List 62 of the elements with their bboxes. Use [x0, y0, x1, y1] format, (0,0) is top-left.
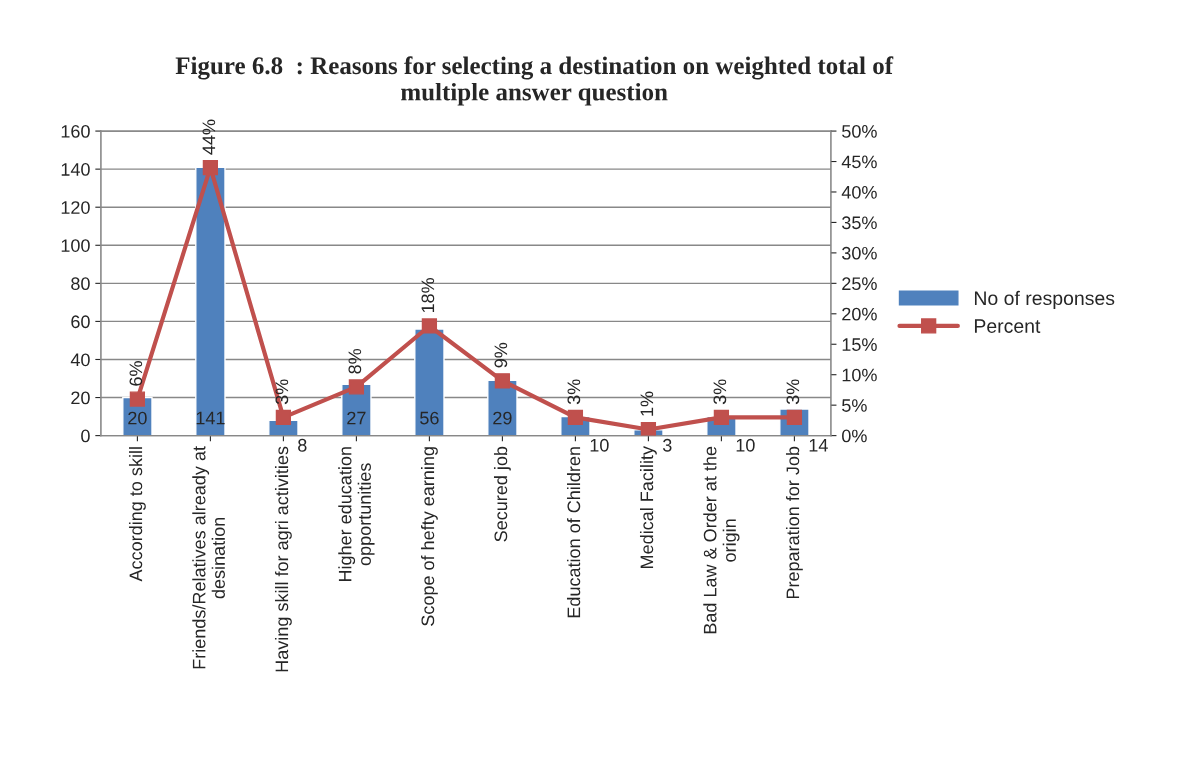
data-label: 14 [809, 439, 828, 452]
data-label: 3% [567, 379, 581, 405]
y2-tick-label: 45% [841, 155, 877, 169]
x-tick-label: Education of Children [566, 447, 581, 618]
point [202, 159, 219, 176]
data-label: 9% [494, 342, 508, 368]
y2-tick-label: 5% [842, 399, 867, 412]
point [421, 318, 438, 334]
data-label: 18% [421, 277, 435, 313]
data-label: 10 [590, 438, 609, 452]
y-tick-label: 80 [71, 277, 90, 291]
bar [414, 328, 445, 436]
y2-tick-label: 30% [842, 246, 877, 260]
y2-tick-label: 25% [842, 277, 877, 291]
y-tick-label: 0 [81, 429, 90, 443]
y-tick-label: 100 [61, 239, 90, 252]
data-label: 29 [493, 411, 512, 425]
legend-label: No of responses [974, 290, 1115, 309]
y2-tick-label: 35% [842, 216, 877, 230]
x-tick-label: Medical Facility [639, 446, 657, 568]
y-tick-label: 20 [71, 391, 90, 405]
data-label: 44% [202, 119, 216, 155]
x-tick-label: Higher education opportunities [338, 447, 375, 582]
data-label: 8% [348, 348, 362, 374]
y2-tick-label: 40% [841, 185, 877, 199]
point [129, 391, 146, 407]
y2-tick-label: 50% [842, 125, 877, 138]
x-tick-label: Preparation for Job [785, 446, 803, 599]
bar [195, 166, 226, 436]
data-label: 6% [129, 361, 143, 386]
data-label: 3% [786, 379, 800, 405]
point [275, 409, 292, 425]
y-tick-label: 60 [71, 315, 90, 329]
x-tick-label: Scope of hefty earning [420, 447, 438, 626]
y-tick-label: 40 [70, 353, 90, 367]
point [640, 421, 657, 436]
y-tick-label: 140 [61, 163, 90, 176]
y2-tick-label: 20% [842, 307, 877, 321]
x-tick-label: According to skill [128, 447, 146, 582]
point [567, 409, 584, 425]
point [713, 409, 730, 425]
data-label: 27 [347, 411, 366, 425]
data-label: 8 [298, 438, 307, 452]
data-label: 3% [713, 379, 727, 405]
y-tick-label: 160 [61, 125, 90, 138]
point [348, 379, 365, 395]
x-tick-label: Secured job [493, 446, 511, 542]
y2-tick-label: 10% [842, 368, 877, 382]
y2-tick-label: 15% [842, 338, 877, 351]
data-label: 20 [128, 411, 147, 425]
data-label: 1% [640, 391, 654, 416]
data-label: 3% [275, 379, 289, 405]
y2-tick-label: 0% [842, 429, 867, 443]
point [494, 373, 511, 389]
x-tick-label: Friends/Relatives already at desination [192, 446, 225, 669]
chart-title: Figure 6.8 : Reasons for selecting a destination on weighted total of multiple answer question [175, 56, 894, 106]
x-tick-label: Having skill for agri activities [274, 446, 292, 672]
y-tick-label: 120 [61, 201, 90, 214]
data-label: 3 [662, 438, 672, 452]
data-label: 56 [420, 411, 439, 425]
legend-label: Percent [974, 319, 1041, 333]
data-label: 10 [736, 438, 755, 452]
